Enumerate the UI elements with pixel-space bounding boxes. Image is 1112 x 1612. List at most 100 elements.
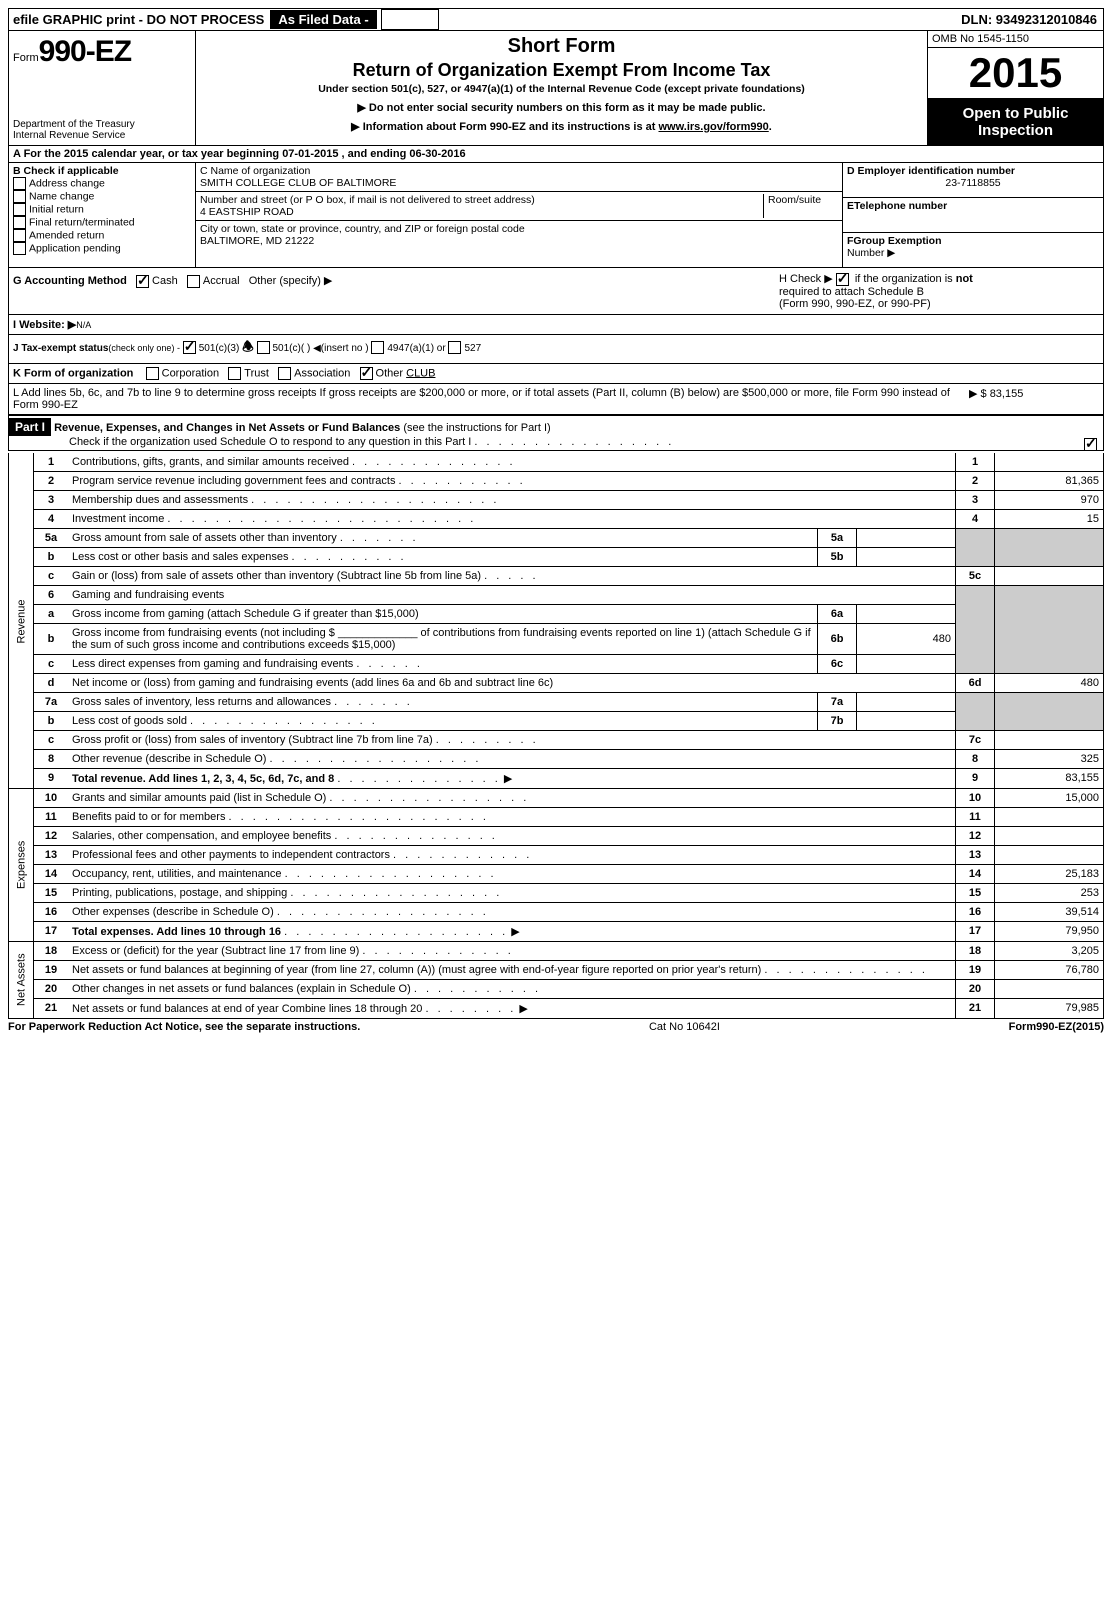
ln6d-no: d (34, 673, 69, 692)
chk-final[interactable]: Final return/terminated (13, 216, 191, 229)
chk-assoc[interactable] (278, 367, 291, 380)
line-g: G Accounting Method Cash Accrual Other (… (9, 268, 775, 314)
col-c: C Name of organization SMITH COLLEGE CLU… (196, 163, 842, 267)
ln6b-val: 480 (857, 623, 956, 654)
ln4-val: 15 (995, 509, 1104, 528)
org-name-label: C Name of organization (200, 165, 838, 177)
part1-dots: . . . . . . . . . . . . . . . . . (474, 436, 674, 448)
street-row: Number and street (or P O box, if mail i… (196, 192, 842, 221)
ln5a-box: 5a (818, 528, 857, 547)
ln2-desc: Program service revenue including govern… (68, 471, 956, 490)
line-i: I Website: ▶N/A (8, 315, 1104, 335)
j-501c3: 501(c)(3) (199, 343, 240, 354)
part1-sub: (see the instructions for Part I) (403, 422, 550, 434)
ln3-desc: Membership dues and assessments . . . . … (68, 490, 956, 509)
ln6b-no: b (34, 623, 69, 654)
k-trust: Trust (244, 367, 269, 379)
group-label2: Number ▶ (847, 247, 895, 259)
ln9-val: 83,155 (995, 768, 1104, 788)
ln6c-no: c (34, 654, 69, 673)
form-number-big: 990-EZ (39, 35, 131, 68)
ln18-box: 18 (956, 941, 995, 960)
ein-label: D Employer identification number (847, 165, 1099, 177)
ln21-val: 79,985 (995, 998, 1104, 1018)
ln5a-no: 5a (34, 528, 69, 547)
ln21-desc: Net assets or fund balances at end of ye… (68, 998, 956, 1018)
chk-corp[interactable] (146, 367, 159, 380)
ln16-val: 39,514 (995, 902, 1104, 921)
chk-527[interactable] (448, 341, 461, 354)
open-l2: Inspection (930, 122, 1101, 139)
ln14-no: 14 (34, 864, 69, 883)
org-name: SMITH COLLEGE CLUB OF BALTIMORE (200, 177, 838, 189)
tax-year: 2015 (928, 48, 1103, 99)
part1-header-row: Part I Revenue, Expenses, and Changes in… (8, 415, 1104, 451)
i-label: I Website: ▶ (13, 319, 76, 331)
ln7-shade (956, 692, 995, 730)
ln15-desc: Printing, publications, postage, and shi… (68, 883, 956, 902)
ln7-shade-val (995, 692, 1104, 730)
other-label: Other (specify) ▶ (249, 275, 333, 287)
col-d: D Employer identification number 23-7118… (843, 163, 1103, 198)
k-assoc: Association (294, 367, 350, 379)
section-a: A For the 2015 calendar year, or tax yea… (8, 146, 1104, 163)
ln7c-desc: Gross profit or (loss) from sales of inv… (68, 730, 956, 749)
chk-initial[interactable]: Initial return (13, 203, 191, 216)
form-number: Form990-EZ (13, 35, 191, 69)
chk-trust[interactable] (228, 367, 241, 380)
chk-address[interactable]: Address change (13, 177, 191, 190)
col-def: D Employer identification number 23-7118… (842, 163, 1103, 267)
ln7b-desc: Less cost of goods sold . . . . . . . . … (68, 711, 818, 730)
title-return: Return of Organization Exempt From Incom… (204, 60, 919, 81)
opt-final: Final return/terminated (29, 216, 135, 228)
ln7a-no: 7a (34, 692, 69, 711)
ln3-box: 3 (956, 490, 995, 509)
instr-ssn: ▶ Do not enter social security numbers o… (204, 101, 919, 114)
ln7c-val (995, 730, 1104, 749)
ln20-val (995, 979, 1104, 998)
ln6b-box: 6b (818, 623, 857, 654)
irs-link[interactable]: www.irs.gov/form990 (659, 121, 769, 133)
h-pre: H Check ▶ (779, 273, 833, 285)
chk-cash[interactable] (136, 275, 149, 288)
ln16-box: 16 (956, 902, 995, 921)
chk-4947[interactable] (371, 341, 384, 354)
chk-other[interactable] (360, 367, 373, 380)
chk-name[interactable]: Name change (13, 190, 191, 203)
ln13-no: 13 (34, 845, 69, 864)
ln6-desc: Gaming and fundraising events (68, 585, 956, 604)
part1-title: Revenue, Expenses, and Changes in Net As… (54, 422, 400, 434)
chk-accrual[interactable] (187, 275, 200, 288)
opt-name: Name change (29, 190, 94, 202)
ln15-val: 253 (995, 883, 1104, 902)
line-l: L Add lines 5b, 6c, and 7b to line 9 to … (8, 384, 1104, 415)
k-label: K Form of organization (13, 367, 133, 379)
ln21-no: 21 (34, 998, 69, 1018)
opt-address: Address change (29, 177, 105, 189)
ln6c-val (857, 654, 956, 673)
col-b: B Check if applicable Address change Nam… (9, 163, 196, 267)
city-val: BALTIMORE, MD 21222 (200, 235, 838, 247)
ln11-desc: Benefits paid to or for members . . . . … (68, 807, 956, 826)
ln20-no: 20 (34, 979, 69, 998)
ln18-desc: Excess or (deficit) for the year (Subtra… (68, 941, 956, 960)
chk-h[interactable] (836, 273, 849, 286)
subtitle: Under section 501(c), 527, or 4947(a)(1)… (204, 83, 919, 95)
ln6-shade (956, 585, 995, 673)
accrual-label: Accrual (203, 275, 240, 287)
ln19-desc: Net assets or fund balances at beginning… (68, 960, 956, 979)
chk-part1-o[interactable] (1084, 438, 1097, 451)
ln6d-val: 480 (995, 673, 1104, 692)
j-insert: ◀(insert no ) (313, 343, 368, 354)
chk-amended[interactable]: Amended return (13, 229, 191, 242)
chk-501c[interactable] (257, 341, 270, 354)
ln2-box: 2 (956, 471, 995, 490)
ln19-val: 76,780 (995, 960, 1104, 979)
side-revenue: Revenue (9, 453, 34, 789)
chk-pending[interactable]: Application pending (13, 242, 191, 255)
ln8-desc: Other revenue (describe in Schedule O) .… (68, 749, 956, 768)
ln8-no: 8 (34, 749, 69, 768)
dept-irs: Internal Revenue Service (13, 130, 191, 141)
ln6a-desc: Gross income from gaming (attach Schedul… (68, 604, 818, 623)
chk-501c3[interactable] (183, 341, 196, 354)
